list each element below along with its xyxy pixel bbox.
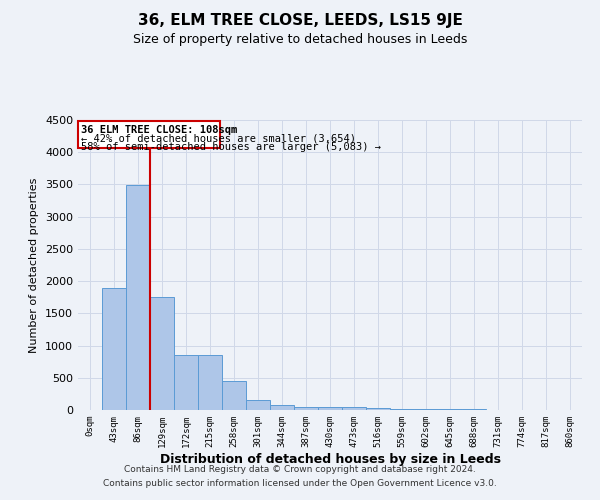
- Bar: [414, 409, 438, 410]
- Bar: [174, 355, 198, 410]
- Bar: [246, 400, 270, 410]
- Bar: [150, 296, 174, 410]
- Bar: [318, 407, 342, 410]
- Y-axis label: Number of detached properties: Number of detached properties: [29, 178, 40, 352]
- Bar: [366, 408, 390, 410]
- Text: 58% of semi-detached houses are larger (5,083) →: 58% of semi-detached houses are larger (…: [81, 142, 381, 152]
- Bar: [294, 407, 318, 410]
- Text: ← 42% of detached houses are smaller (3,654): ← 42% of detached houses are smaller (3,…: [81, 134, 356, 143]
- Text: 36, ELM TREE CLOSE, LEEDS, LS15 9JE: 36, ELM TREE CLOSE, LEEDS, LS15 9JE: [137, 12, 463, 28]
- Bar: [198, 355, 222, 410]
- X-axis label: Distribution of detached houses by size in Leeds: Distribution of detached houses by size …: [160, 452, 500, 466]
- Bar: [222, 380, 246, 410]
- Bar: [270, 404, 294, 410]
- Text: Contains HM Land Registry data © Crown copyright and database right 2024.
Contai: Contains HM Land Registry data © Crown c…: [103, 466, 497, 487]
- FancyBboxPatch shape: [79, 122, 220, 148]
- Text: Size of property relative to detached houses in Leeds: Size of property relative to detached ho…: [133, 32, 467, 46]
- Bar: [342, 408, 366, 410]
- Bar: [102, 288, 126, 410]
- Bar: [126, 185, 150, 410]
- Text: 36 ELM TREE CLOSE: 108sqm: 36 ELM TREE CLOSE: 108sqm: [81, 125, 237, 135]
- Bar: [390, 408, 414, 410]
